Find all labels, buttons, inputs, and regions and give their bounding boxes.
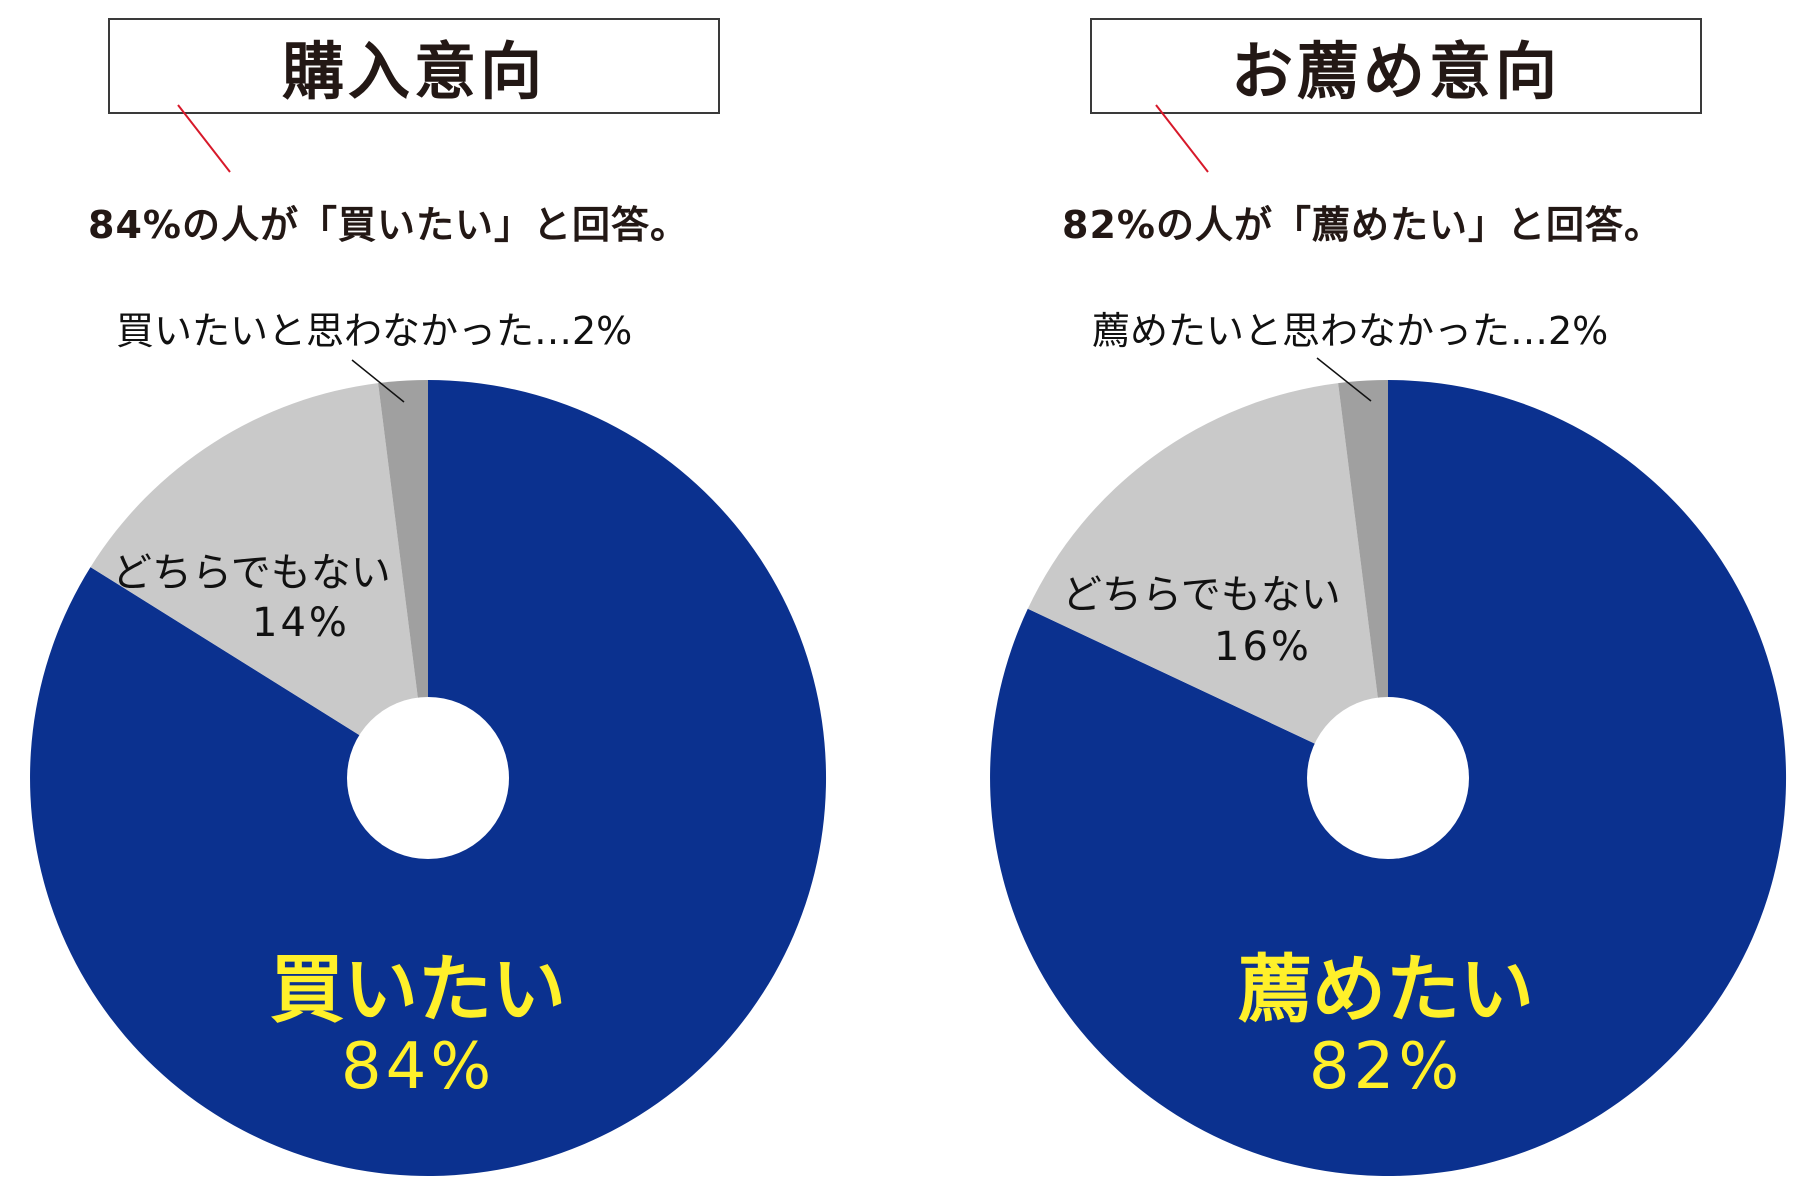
recommend-intent-title-box: お薦め意向 — [1090, 18, 1702, 114]
negative-label: 薦めたいと思わなかった…2% — [1092, 309, 1609, 353]
purchase-intent-panel: 購入意向 84%の人が「買いたい」と回答。 買いたいと思わなかった…2% どちら… — [30, 18, 827, 1176]
purchase-intent-summary: 84%の人が「買いたい」と回答。 — [88, 203, 689, 247]
negative-leader-line — [1316, 357, 1372, 402]
slice-neutral — [90, 383, 428, 778]
neutral-label-pct: 16% — [1214, 624, 1312, 670]
recommend-intent-summary: 82%の人が「薦めたい」と回答。 — [1062, 203, 1663, 247]
recommend-intent-panel: お薦め意向 82%の人が「薦めたい」と回答。 薦めたいと思わなかった…2% どち… — [960, 0, 1800, 1198]
recommend-intent-title: お薦め意向 — [1230, 35, 1561, 108]
purchase-intent-title: 購入意向 — [281, 35, 546, 108]
donut-hole — [347, 697, 509, 859]
accent-line-icon — [177, 104, 231, 173]
neutral-label-name: どちらでもない — [112, 550, 391, 596]
positive-label-pct: 82% — [1308, 1030, 1464, 1104]
negative-leader-line — [351, 359, 405, 403]
slice-neutral — [1027, 383, 1388, 778]
accent-line-icon — [1155, 104, 1209, 173]
neutral-label-pct: 14% — [252, 600, 350, 646]
positive-label-name: 薦めたい — [1238, 947, 1534, 1033]
recommend-intent-donut-chart — [990, 357, 1787, 1176]
purchase-intent-title-box: 購入意向 — [108, 18, 720, 114]
negative-label: 買いたいと思わなかった…2% — [116, 309, 633, 353]
positive-label-name: 買いたい — [270, 947, 566, 1033]
donut-hole — [1307, 697, 1469, 859]
slice-negative — [378, 379, 428, 778]
slice-negative — [1338, 379, 1388, 778]
neutral-label-name: どちらでもない — [1062, 572, 1341, 618]
positive-label-pct: 84% — [340, 1030, 496, 1104]
purchase-intent-donut-chart — [30, 359, 827, 1176]
